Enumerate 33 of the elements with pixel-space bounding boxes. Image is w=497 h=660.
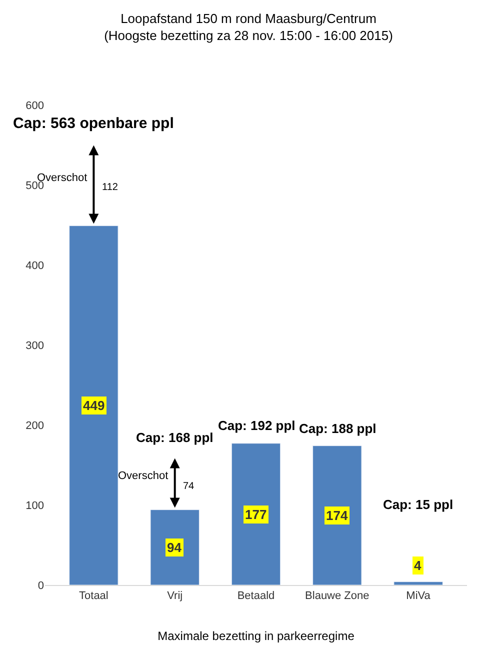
bar <box>231 443 281 585</box>
y-tick-label: 0 <box>38 580 44 592</box>
y-tick-label: 200 <box>26 420 44 432</box>
data-label: 449 <box>83 398 105 413</box>
bar <box>394 582 443 585</box>
annotation: Cap: 168 ppl <box>136 430 214 445</box>
y-tick-label: 500 <box>26 180 44 192</box>
chart-subtitle: (Hoogste bezetting za 28 nov. 15:00 - 16:00 2015) <box>104 28 393 43</box>
y-tick-label: 600 <box>26 100 44 112</box>
y-tick-label: 300 <box>26 340 44 352</box>
x-axis-title: Maximale bezetting in parkeerregime <box>158 629 355 644</box>
x-tick-label: Totaal <box>79 590 108 602</box>
data-label: 94 <box>167 540 182 555</box>
data-label: 4 <box>414 558 422 573</box>
y-tick-label: 100 <box>26 500 44 512</box>
annotation: Cap: 188 ppl <box>299 421 376 436</box>
x-tick-label: Vrij <box>167 590 183 602</box>
annotation: Cap: 192 ppl <box>218 418 296 433</box>
y-tick-label: 400 <box>26 260 44 272</box>
x-tick-label: Betaald <box>237 590 275 602</box>
annotation: Cap: 563 openbare ppl <box>13 115 174 132</box>
bar <box>312 446 362 585</box>
annotation: Cap: 15 ppl <box>383 497 454 512</box>
data-label: 177 <box>245 507 267 522</box>
annotation: 112 <box>102 182 118 193</box>
x-tick-label: Blauwe Zone <box>305 590 370 602</box>
annotation: 74 <box>183 481 195 492</box>
bar <box>150 510 200 585</box>
chart-title: Loopafstand 150 m rond Maasburg/Centrum <box>120 11 376 26</box>
x-tick-label: MiVa <box>406 590 432 602</box>
data-label: 174 <box>326 508 348 523</box>
bar <box>69 226 118 585</box>
annotation: Overschot <box>118 470 168 482</box>
